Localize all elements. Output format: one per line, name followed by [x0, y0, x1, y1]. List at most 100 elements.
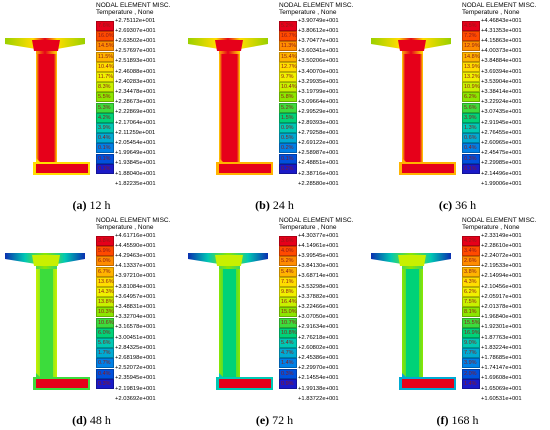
legend-percent: 16.7% [281, 33, 297, 40]
legend-swatch [96, 378, 114, 389]
legend-value: +3.69394e+001 [481, 68, 522, 75]
legend-value: +3.80612e+001 [298, 27, 339, 34]
legend-value: +3.22924e+001 [481, 99, 522, 106]
legend-percent: 11.7% [98, 74, 114, 80]
legend-value: +2.45386e+001 [298, 354, 339, 361]
legend-header: NODAL ELEMENT MISC. Temperature , None [279, 2, 353, 16]
legend-percent: 4.0% [281, 248, 294, 255]
legend-percent: 0.1% [98, 155, 111, 162]
legend-value: +2.40283e+001 [115, 78, 156, 85]
legend-percent: 3.8% [464, 268, 477, 275]
legend-swatch [96, 348, 114, 359]
legend-header: NODAL ELEMENT MISC. Temperature , None [462, 2, 536, 16]
legend-value: +2.14496e+001 [481, 170, 522, 177]
legend-value: +1.99006e+001 [481, 180, 522, 187]
legend-percent: 3.9% [98, 125, 111, 131]
legend-value: +1.69608e+001 [481, 375, 522, 382]
color-legend: 4.2% 3.4% 2.6% 3.8% 4.3% 6.2% 7.5% 8.1% 15.5% 16.… [462, 233, 548, 408]
legend-value: +3.19799e+001 [298, 88, 339, 95]
legend-swatch [462, 348, 480, 359]
legend-value: +4.13337e+001 [115, 263, 156, 270]
legend-value: +1.87763e+001 [481, 334, 522, 341]
legend-percent: 10.7% [281, 319, 297, 326]
legend-value: +2.17064e+001 [115, 119, 156, 126]
legend-value: +2.89393e+001 [298, 119, 339, 126]
legend-swatch [96, 61, 114, 72]
legend-percent: 3.9% [464, 360, 477, 367]
legend-value: +3.68714e+001 [298, 273, 339, 280]
flange-core [215, 255, 243, 266]
legend-value: +3.99545e+001 [298, 252, 339, 259]
legend-value: +3.84884e+001 [481, 58, 522, 65]
web-core [223, 269, 236, 377]
legend-swatch [462, 317, 480, 328]
legend-swatch [96, 338, 114, 348]
legend-subtitle: Temperature , None [279, 224, 337, 231]
legend-value: +2.63502e+001 [115, 37, 156, 44]
legend-swatch [279, 163, 297, 174]
legend-swatch [462, 143, 480, 154]
legend-swatch [279, 236, 297, 246]
panel-b: NODAL ELEMENT MISC. Temperature , None 5.2… [183, 0, 366, 215]
legend-percent: 11.3% [281, 43, 297, 50]
legend-title: NODAL ELEMENT MISC. [462, 217, 537, 224]
legend-value: +2.28610e+001 [481, 242, 522, 249]
legend-percent: 4.5% [464, 23, 477, 29]
legend-swatch [96, 72, 114, 82]
legend-value: +3.53904e+001 [481, 78, 522, 85]
legend-percent: 3.9% [464, 114, 477, 121]
legend-swatch [279, 297, 297, 308]
legend-value: +3.00451e+001 [115, 334, 156, 341]
legend-percent: 12.9% [464, 43, 480, 50]
legend-swatch [462, 327, 480, 338]
legend-swatch [96, 51, 114, 62]
legend-percent: 8.1% [464, 309, 477, 316]
legend-swatch [279, 123, 297, 133]
legend-value: +4.45590e+001 [115, 242, 156, 249]
legend-swatch [96, 163, 114, 174]
web-core [40, 269, 53, 377]
legend-value: +4.30377e+001 [298, 232, 339, 239]
legend-value: +3.81084e+001 [115, 283, 156, 290]
panel-caption: (e) 72 h [183, 413, 366, 428]
legend-value: +2.19533e+001 [481, 263, 522, 270]
legend-percent: 14.3% [98, 289, 114, 295]
legend-value: +2.45475e+001 [481, 150, 522, 157]
legend-percent: 0.3% [464, 155, 477, 162]
legend-percent: 0.6% [464, 135, 477, 142]
legend-swatch [462, 163, 480, 174]
legend-swatch [462, 112, 480, 123]
color-legend: 5.2% 16.7% 11.3% 15.4% 12.7% 9.7% 10.4% 5.8% 5.2… [279, 18, 365, 193]
caption-time: 12 h [86, 198, 111, 212]
legend-title: NODAL ELEMENT MISC. [462, 2, 537, 9]
legend-percent: 10.6% [98, 319, 114, 326]
legend-value: +3.38414e+001 [481, 88, 522, 95]
legend-value: +4.00373e+001 [481, 48, 522, 55]
legend-header: NODAL ELEMENT MISC. Temperature , None [96, 217, 170, 231]
web-core [40, 54, 53, 162]
legend-percent: 0.3% [281, 370, 294, 377]
legend-swatch [96, 92, 114, 103]
legend-swatch [462, 256, 480, 267]
legend-percent: 10.4% [98, 63, 114, 70]
legend-value: +3.29935e+001 [298, 78, 339, 85]
legend-value: +2.51893e+001 [115, 58, 156, 65]
legend-percent: 5.6% [464, 104, 477, 111]
legend-percent: 6.2% [464, 94, 477, 101]
legend-value: +2.05917e+001 [481, 293, 522, 300]
color-legend: 4.5% 7.2% 12.9% 14.8% 13.9% 13.2% 10.9% 6.2% 5.6… [462, 18, 548, 193]
legend-percent: 5.9% [98, 248, 111, 255]
fillet [402, 158, 408, 164]
legend-value: +2.22869e+001 [115, 109, 156, 116]
legend-value: +2.52072e+001 [115, 365, 156, 372]
legend-swatch [279, 266, 297, 277]
legend-swatch [279, 31, 297, 42]
legend-value: +3.32704e+001 [115, 314, 156, 321]
legend-percent: 7.7% [464, 350, 477, 357]
legend-swatch [462, 153, 480, 164]
legend-subtitle: Temperature , None [279, 9, 337, 16]
bottom-flange-core [219, 379, 271, 388]
fillet [219, 373, 225, 379]
legend-value: +3.53298e+001 [298, 283, 339, 290]
legend-value: +2.05454e+001 [115, 139, 156, 146]
